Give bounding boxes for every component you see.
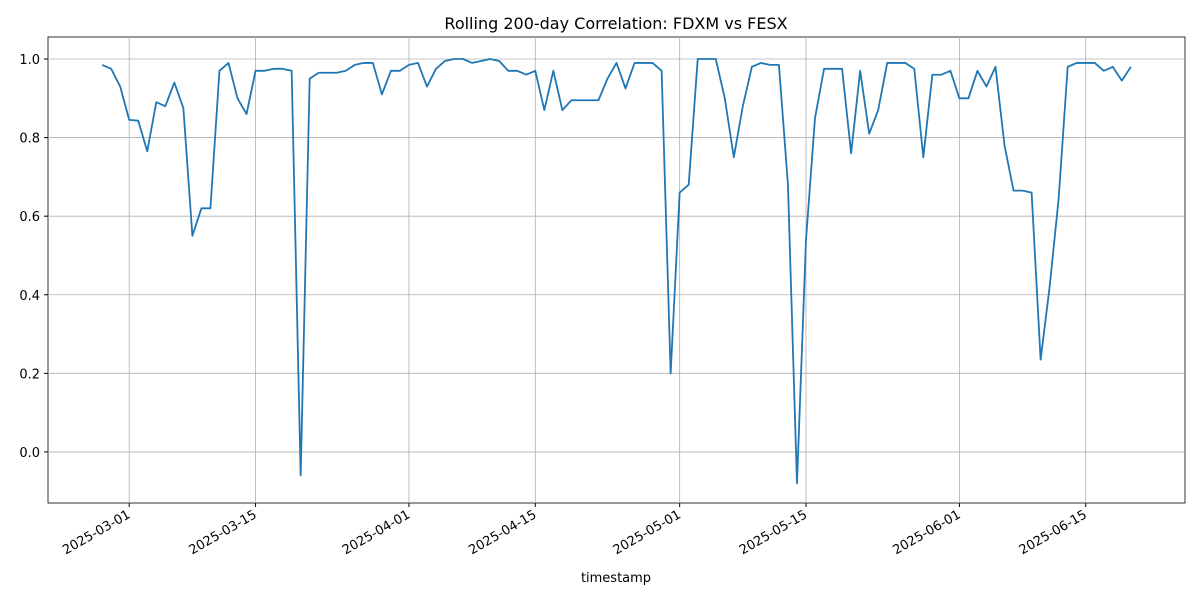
x-tick-label: 2025-04-01 bbox=[340, 507, 413, 558]
x-tick-label: 2025-04-15 bbox=[466, 507, 539, 558]
x-axis-label: timestamp bbox=[581, 571, 651, 586]
y-tick-label: 1.0 bbox=[19, 53, 40, 68]
x-tick-label: 2025-06-01 bbox=[890, 507, 963, 558]
data-line bbox=[101, 58, 1132, 485]
x-tick-label: 2025-05-01 bbox=[611, 507, 684, 558]
plot-frame bbox=[47, 36, 1186, 504]
y-tick-label: 0.8 bbox=[19, 132, 40, 147]
x-tick-label: 2025-06-15 bbox=[1017, 507, 1090, 558]
y-tick-label: 0.2 bbox=[19, 367, 40, 382]
y-tick-label: 0.4 bbox=[19, 289, 40, 304]
x-tick-label: 2025-05-15 bbox=[737, 507, 810, 558]
y-tick-label: 0.6 bbox=[19, 210, 40, 225]
chart-title: Rolling 200-day Correlation: FDXM vs FES… bbox=[444, 14, 787, 33]
x-tick-label: 2025-03-01 bbox=[60, 507, 133, 558]
y-tick-label: 0.0 bbox=[19, 446, 40, 461]
x-tick-label: 2025-03-15 bbox=[187, 507, 260, 558]
